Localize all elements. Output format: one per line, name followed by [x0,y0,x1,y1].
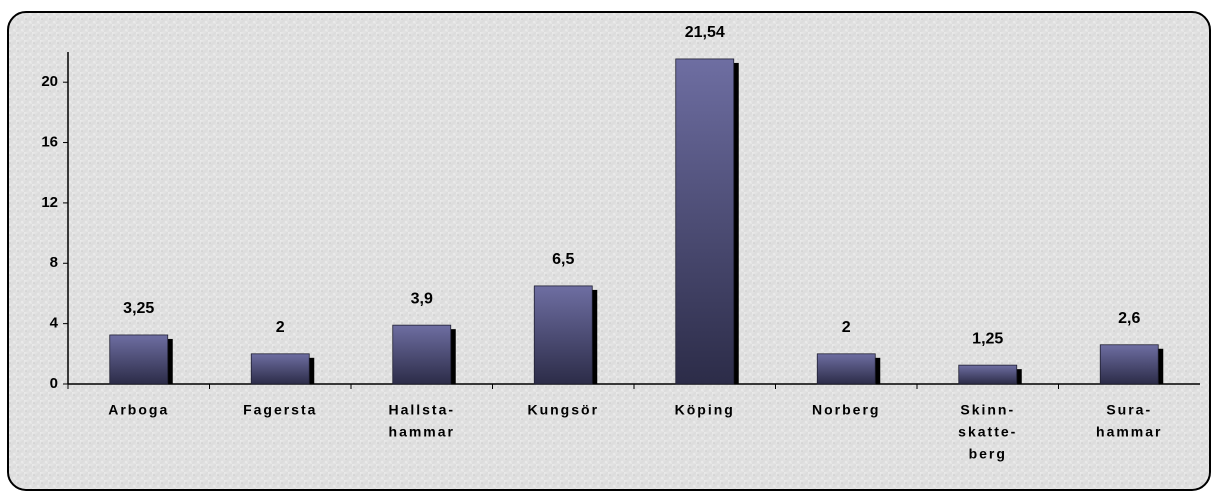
data-label: 2,6 [1118,310,1140,327]
x-tick-label: Skinn- [960,402,1015,418]
data-label: 2 [842,319,851,336]
x-tick-label: Arboga [108,402,169,418]
bar [109,334,169,385]
y-tick-label: 12 [41,194,58,211]
bar [533,285,593,385]
data-label: 3,25 [123,300,154,317]
x-tick-label: hammar [389,424,455,440]
x-tick-label: Norberg [812,402,880,418]
x-tick-label: berg [969,446,1007,462]
x-tick-label: Sura- [1106,402,1152,418]
data-label: 6,5 [552,251,574,268]
y-tick-label: 4 [50,315,59,332]
data-label: 3,9 [411,290,433,307]
y-tick-label: 20 [41,73,58,90]
x-tick-label: skatte- [958,424,1017,440]
data-label: 1,25 [972,330,1003,347]
x-tick-label: Köping [675,402,735,418]
bar [1099,344,1159,385]
bar [675,58,735,385]
bar [392,324,452,385]
data-label: 2 [276,319,285,336]
bar [816,353,876,385]
bar [250,353,310,385]
y-tick-label: 0 [50,375,58,392]
x-tick-label: hammar [1096,424,1162,440]
x-tick-label: Kungsör [527,402,599,418]
data-label: 21,54 [685,24,725,41]
y-tick-label: 8 [50,254,58,271]
chart-frame [7,11,1211,491]
x-tick-label: Fagersta [243,402,317,418]
bar [958,364,1018,385]
y-tick-label: 16 [41,134,58,151]
x-tick-label: Hallsta- [388,402,455,418]
